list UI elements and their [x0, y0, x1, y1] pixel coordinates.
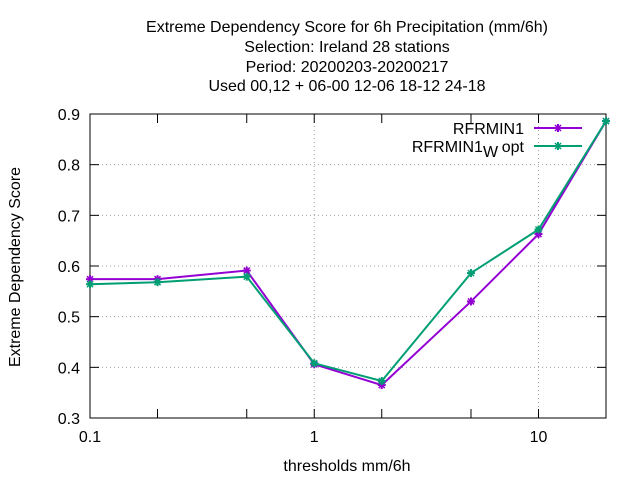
- series-2-point-d2: [378, 377, 386, 385]
- legend-label-series-2-tail: opt: [502, 139, 525, 156]
- series-1-point-d2: [243, 267, 251, 275]
- series-2-point-d2: [243, 273, 251, 281]
- legend-keys: [534, 124, 582, 150]
- legend-label-series-2-sub: W: [483, 144, 499, 161]
- y-tick-label: 0.8: [58, 158, 80, 175]
- y-tick-label: 0.9: [58, 107, 80, 124]
- grid: [90, 114, 606, 418]
- x-tick-label: 10: [530, 429, 548, 446]
- legend-label-series-2-main: RFRMIN1: [412, 139, 483, 156]
- legend-key-marker-1: [554, 124, 562, 132]
- series-2-point-d2: [534, 225, 543, 234]
- series-1-point: [466, 297, 475, 306]
- series-2-point: [377, 377, 386, 386]
- x-axis-label: thresholds mm/6h: [283, 458, 410, 475]
- legend-label-series-1: RFRMIN1: [453, 121, 524, 138]
- series-layer: [86, 117, 610, 390]
- y-tick-label: 0.4: [58, 360, 80, 377]
- series-2-point: [153, 278, 162, 287]
- title-line-4: Used 00,12 + 06-00 12-06 18-12 24-18: [208, 78, 485, 95]
- series-2-point: [534, 225, 543, 234]
- y-tick-label: 0.3: [58, 411, 80, 428]
- legend-key-marker-2: [554, 142, 562, 150]
- series-2-point: [466, 269, 475, 278]
- x-tick-label: 1: [310, 429, 319, 446]
- y-axis-label: Extreme Dependency Score: [7, 167, 24, 367]
- y-tick-label: 0.6: [58, 259, 80, 276]
- y-tick-label: 0.7: [58, 208, 80, 225]
- series-2-point: [602, 117, 610, 126]
- series-2-line: [89, 120, 607, 383]
- legend: RFRMIN1 RFRMIN1W opt: [412, 121, 582, 161]
- series-2-point-d2: [310, 359, 318, 367]
- series-2-point-d2: [467, 269, 475, 277]
- title-line-3: Period: 20200203-20200217: [246, 59, 449, 76]
- series-2-point: [86, 280, 94, 289]
- legend-label-series-1-main: RFRMIN1: [453, 121, 524, 138]
- series-1-point-d2: [467, 297, 475, 305]
- series-2: [86, 117, 610, 386]
- series-2-point: [242, 272, 251, 281]
- series-1: [86, 117, 610, 390]
- series-2-point-d2: [86, 280, 94, 288]
- title-line-1: Extreme Dependency Score for 6h Precipit…: [146, 19, 548, 36]
- legend-label-series-2: RFRMIN1W opt: [412, 139, 525, 161]
- y-tick-label: 0.5: [58, 310, 80, 327]
- series-1-point-d2: [86, 275, 94, 283]
- plot-frame: [89, 113, 607, 419]
- series-2-point: [310, 359, 319, 368]
- series-2-point-d2: [602, 117, 610, 125]
- legend-key-marker-1-d2: [554, 124, 562, 132]
- title-line-2: Selection: Ireland 28 stations: [244, 39, 449, 56]
- x-tick-label: 0.1: [79, 429, 101, 446]
- legend-key-marker-2-d2: [554, 142, 562, 150]
- chart-title: Extreme Dependency Score for 6h Precipit…: [146, 19, 548, 95]
- tick-labels: 0.3 0.4 0.5 0.6 0.7 0.8 0.9 0.1 1 10: [58, 107, 548, 446]
- series-1-line: [90, 120, 607, 387]
- series-2-point-d2: [153, 278, 162, 286]
